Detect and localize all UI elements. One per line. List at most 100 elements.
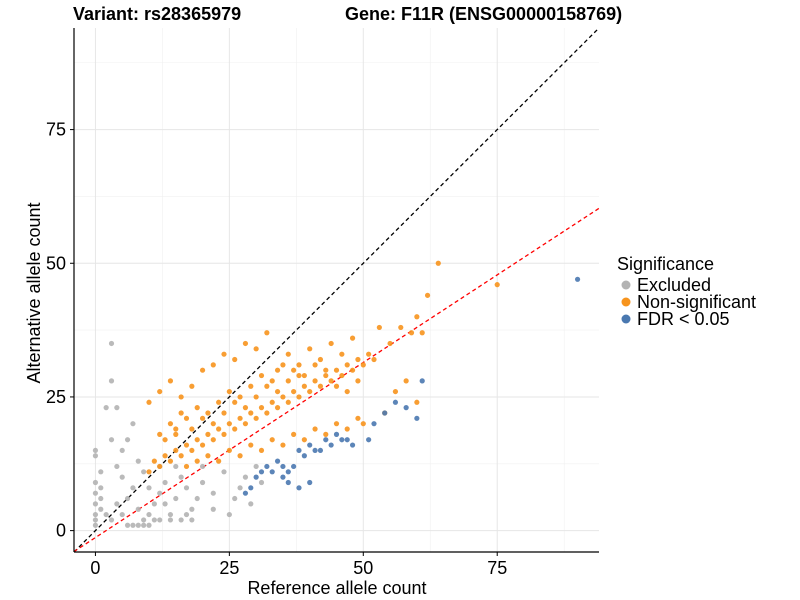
data-point: [242, 474, 249, 480]
data-point: [130, 522, 136, 528]
data-point: [189, 383, 195, 389]
data-point: [183, 415, 190, 421]
data-point: [237, 453, 243, 459]
y-tick-label: 0: [56, 521, 66, 541]
data-point: [312, 426, 318, 432]
data-point: [189, 426, 195, 432]
data-point: [387, 340, 393, 347]
data-point: [157, 463, 163, 470]
data-point: [382, 410, 388, 416]
data-points: [92, 260, 581, 528]
data-point: [312, 378, 318, 384]
data-point: [205, 410, 211, 416]
data-point: [264, 463, 270, 470]
data-point: [114, 405, 120, 411]
data-point: [146, 469, 152, 475]
data-point: [167, 458, 174, 464]
data-point: [339, 351, 345, 357]
data-point: [494, 282, 500, 288]
data-point: [376, 324, 382, 331]
data-point: [398, 324, 404, 331]
data-point: [221, 469, 227, 475]
legend-key: [621, 297, 631, 307]
data-point: [173, 426, 179, 432]
data-point: [194, 495, 200, 502]
data-point: [114, 501, 120, 507]
data-point: [146, 485, 152, 491]
data-point: [108, 340, 115, 347]
data-point: [349, 442, 356, 448]
data-point: [253, 346, 259, 352]
x-tick-label: 25: [219, 558, 239, 578]
data-point: [226, 447, 232, 454]
data-point: [151, 501, 157, 507]
data-point: [296, 372, 302, 379]
data-point: [301, 372, 307, 379]
data-point: [392, 399, 399, 405]
data-point: [108, 437, 115, 443]
legend-key: [621, 280, 631, 290]
legend: Significance ExcludedNon-significantFDR …: [617, 254, 756, 329]
data-point: [162, 501, 168, 507]
data-point: [312, 447, 318, 454]
legend-label: Non-significant: [637, 292, 756, 312]
data-point: [414, 415, 420, 421]
data-point: [333, 431, 340, 437]
data-point: [167, 511, 174, 518]
data-point: [146, 399, 152, 405]
data-point: [135, 522, 141, 528]
data-point: [312, 362, 318, 368]
data-point: [130, 485, 136, 491]
data-point: [98, 506, 104, 512]
data-point: [178, 517, 184, 523]
data-point: [194, 437, 200, 443]
data-point: [258, 405, 265, 411]
data-point: [210, 437, 216, 443]
data-point: [103, 511, 109, 518]
data-point: [216, 399, 222, 405]
data-point: [280, 362, 286, 368]
data-point: [344, 426, 350, 432]
data-point: [157, 431, 163, 437]
data-point: [258, 479, 265, 486]
data-point: [173, 447, 179, 454]
data-point: [274, 388, 281, 395]
data-point: [258, 447, 265, 454]
data-point: [124, 522, 131, 528]
legend-label: Excluded: [637, 275, 711, 295]
data-point: [173, 495, 179, 502]
data-point: [435, 260, 441, 266]
data-point: [403, 405, 409, 411]
data-point: [167, 378, 174, 384]
data-point: [178, 474, 184, 480]
legend-label: FDR < 0.05: [637, 309, 730, 329]
tick-labels: 0 25 50 75 0 25 50 75: [46, 120, 507, 578]
data-point: [360, 362, 366, 368]
data-point: [344, 362, 350, 368]
data-point: [366, 351, 372, 357]
data-point: [199, 463, 206, 470]
data-point: [103, 405, 109, 411]
data-point: [141, 469, 147, 475]
data-point: [242, 340, 249, 347]
data-point: [205, 431, 211, 437]
data-point: [355, 378, 361, 384]
data-point: [285, 469, 291, 475]
data-point: [114, 463, 120, 470]
data-point: [333, 383, 340, 389]
data-point: [141, 517, 147, 523]
data-point: [232, 426, 238, 432]
data-point: [339, 437, 345, 443]
data-point: [221, 410, 227, 416]
legend-key: [621, 314, 631, 324]
data-point: [183, 485, 190, 491]
data-point: [274, 458, 281, 464]
data-point: [344, 437, 350, 443]
data-point: [189, 517, 195, 523]
data-point: [151, 517, 157, 523]
data-point: [333, 367, 340, 373]
data-point: [194, 405, 200, 411]
data-point: [183, 511, 190, 518]
data-point: [269, 469, 275, 475]
data-point: [408, 330, 415, 336]
